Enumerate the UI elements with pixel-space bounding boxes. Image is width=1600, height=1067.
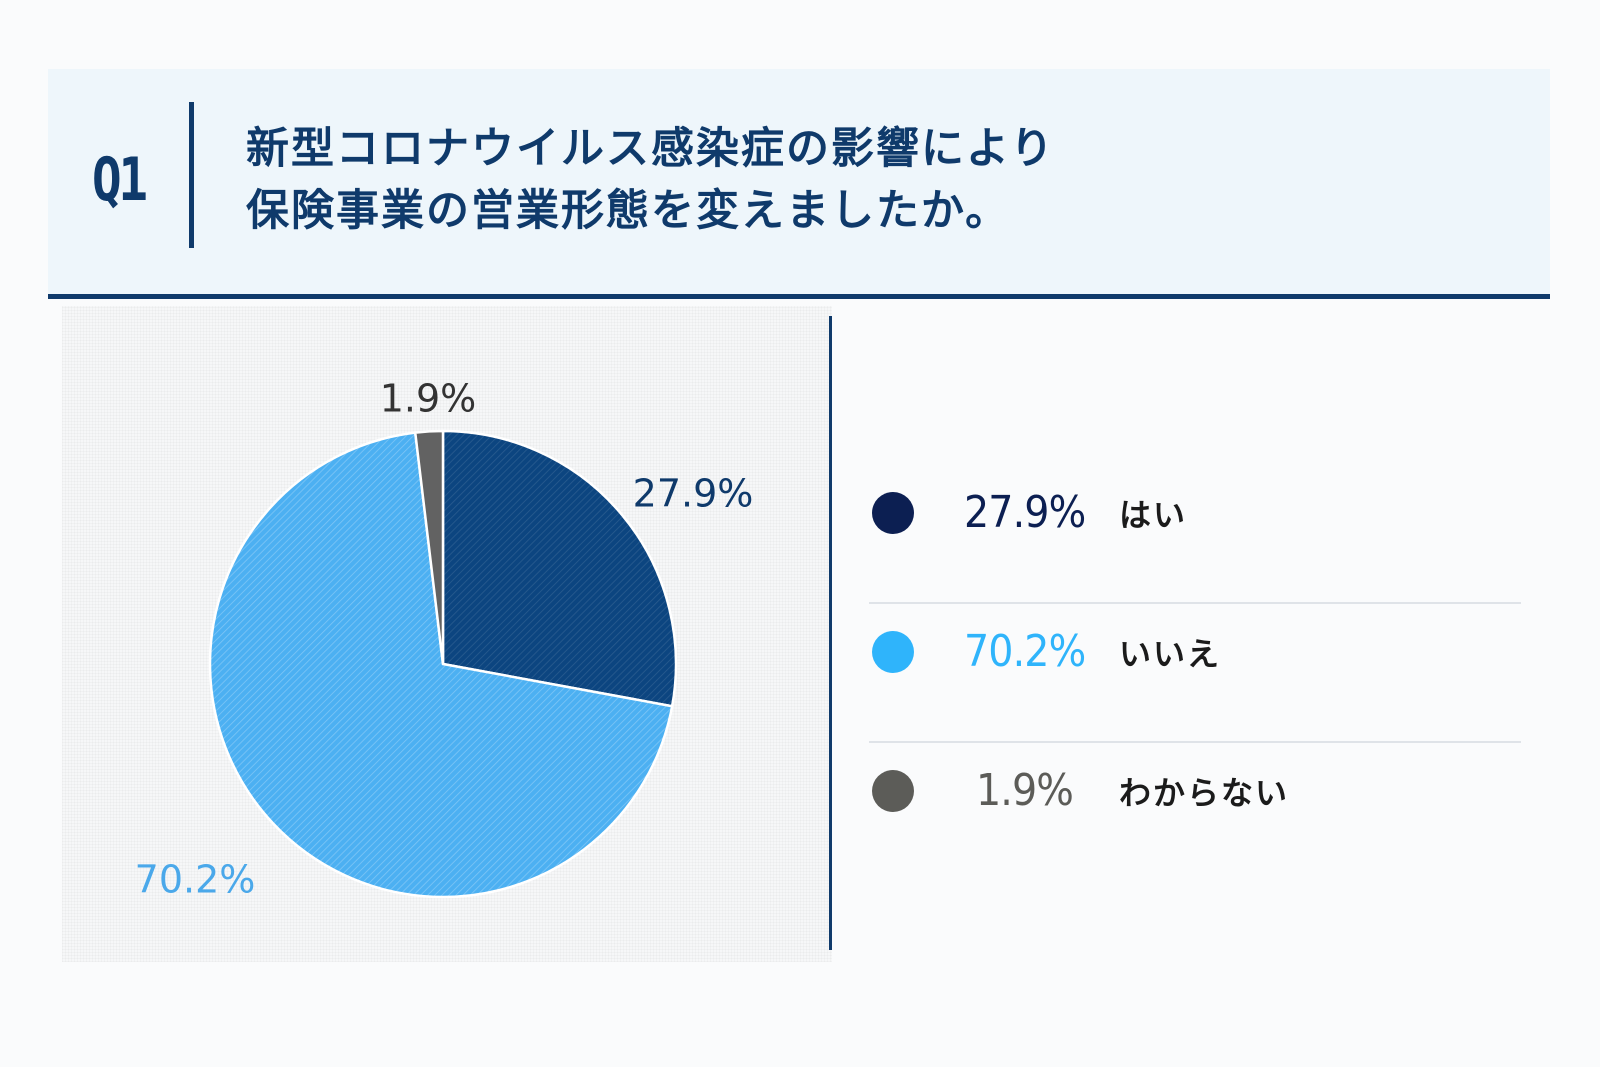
legend-pct-yes: 27.9% bbox=[964, 487, 1086, 538]
panel-divider bbox=[829, 316, 832, 950]
question-line-1: 新型コロナウイルス感染症の影響により bbox=[246, 124, 1056, 174]
slice-unknown bbox=[413, 429, 445, 665]
legend-item-yes: 27.9% はい bbox=[869, 465, 1521, 604]
slice-no bbox=[208, 431, 674, 899]
legend-item-no: 70.2% いいえ bbox=[869, 604, 1521, 743]
legend-label-no: いいえ bbox=[1119, 635, 1222, 673]
legend-label-unknown: わからない bbox=[1119, 774, 1290, 812]
question-number: Q1 bbox=[92, 145, 148, 215]
slice-label-unknown: 1.9% bbox=[380, 377, 477, 421]
legend-pct-unknown: 1.9% bbox=[976, 765, 1074, 816]
legend-pct-no: 70.2% bbox=[964, 626, 1086, 677]
question-header bbox=[48, 69, 1550, 299]
legend-dot-yes bbox=[872, 492, 914, 534]
slice-label-yes: 27.9% bbox=[633, 472, 754, 516]
header-divider bbox=[189, 102, 194, 248]
legend: 27.9% はい 70.2% いいえ 1.9% わからない bbox=[869, 465, 1521, 880]
pie-chart: 27.9% 70.2% 1.9% bbox=[135, 377, 754, 902]
legend-item-unknown: 1.9% わからない bbox=[869, 743, 1521, 880]
question-line-2: 保険事業の営業形態を変えましたか。 bbox=[246, 186, 1011, 236]
legend-dot-unknown bbox=[872, 770, 914, 812]
question-text: 新型コロナウイルス感染症の影響により 保険事業の営業形態を変えましたか。 bbox=[246, 118, 1055, 242]
slice-yes bbox=[441, 429, 678, 708]
legend-dot-no bbox=[872, 631, 914, 673]
slice-label-no: 70.2% bbox=[135, 858, 256, 902]
legend-label-yes: はい bbox=[1119, 496, 1188, 534]
